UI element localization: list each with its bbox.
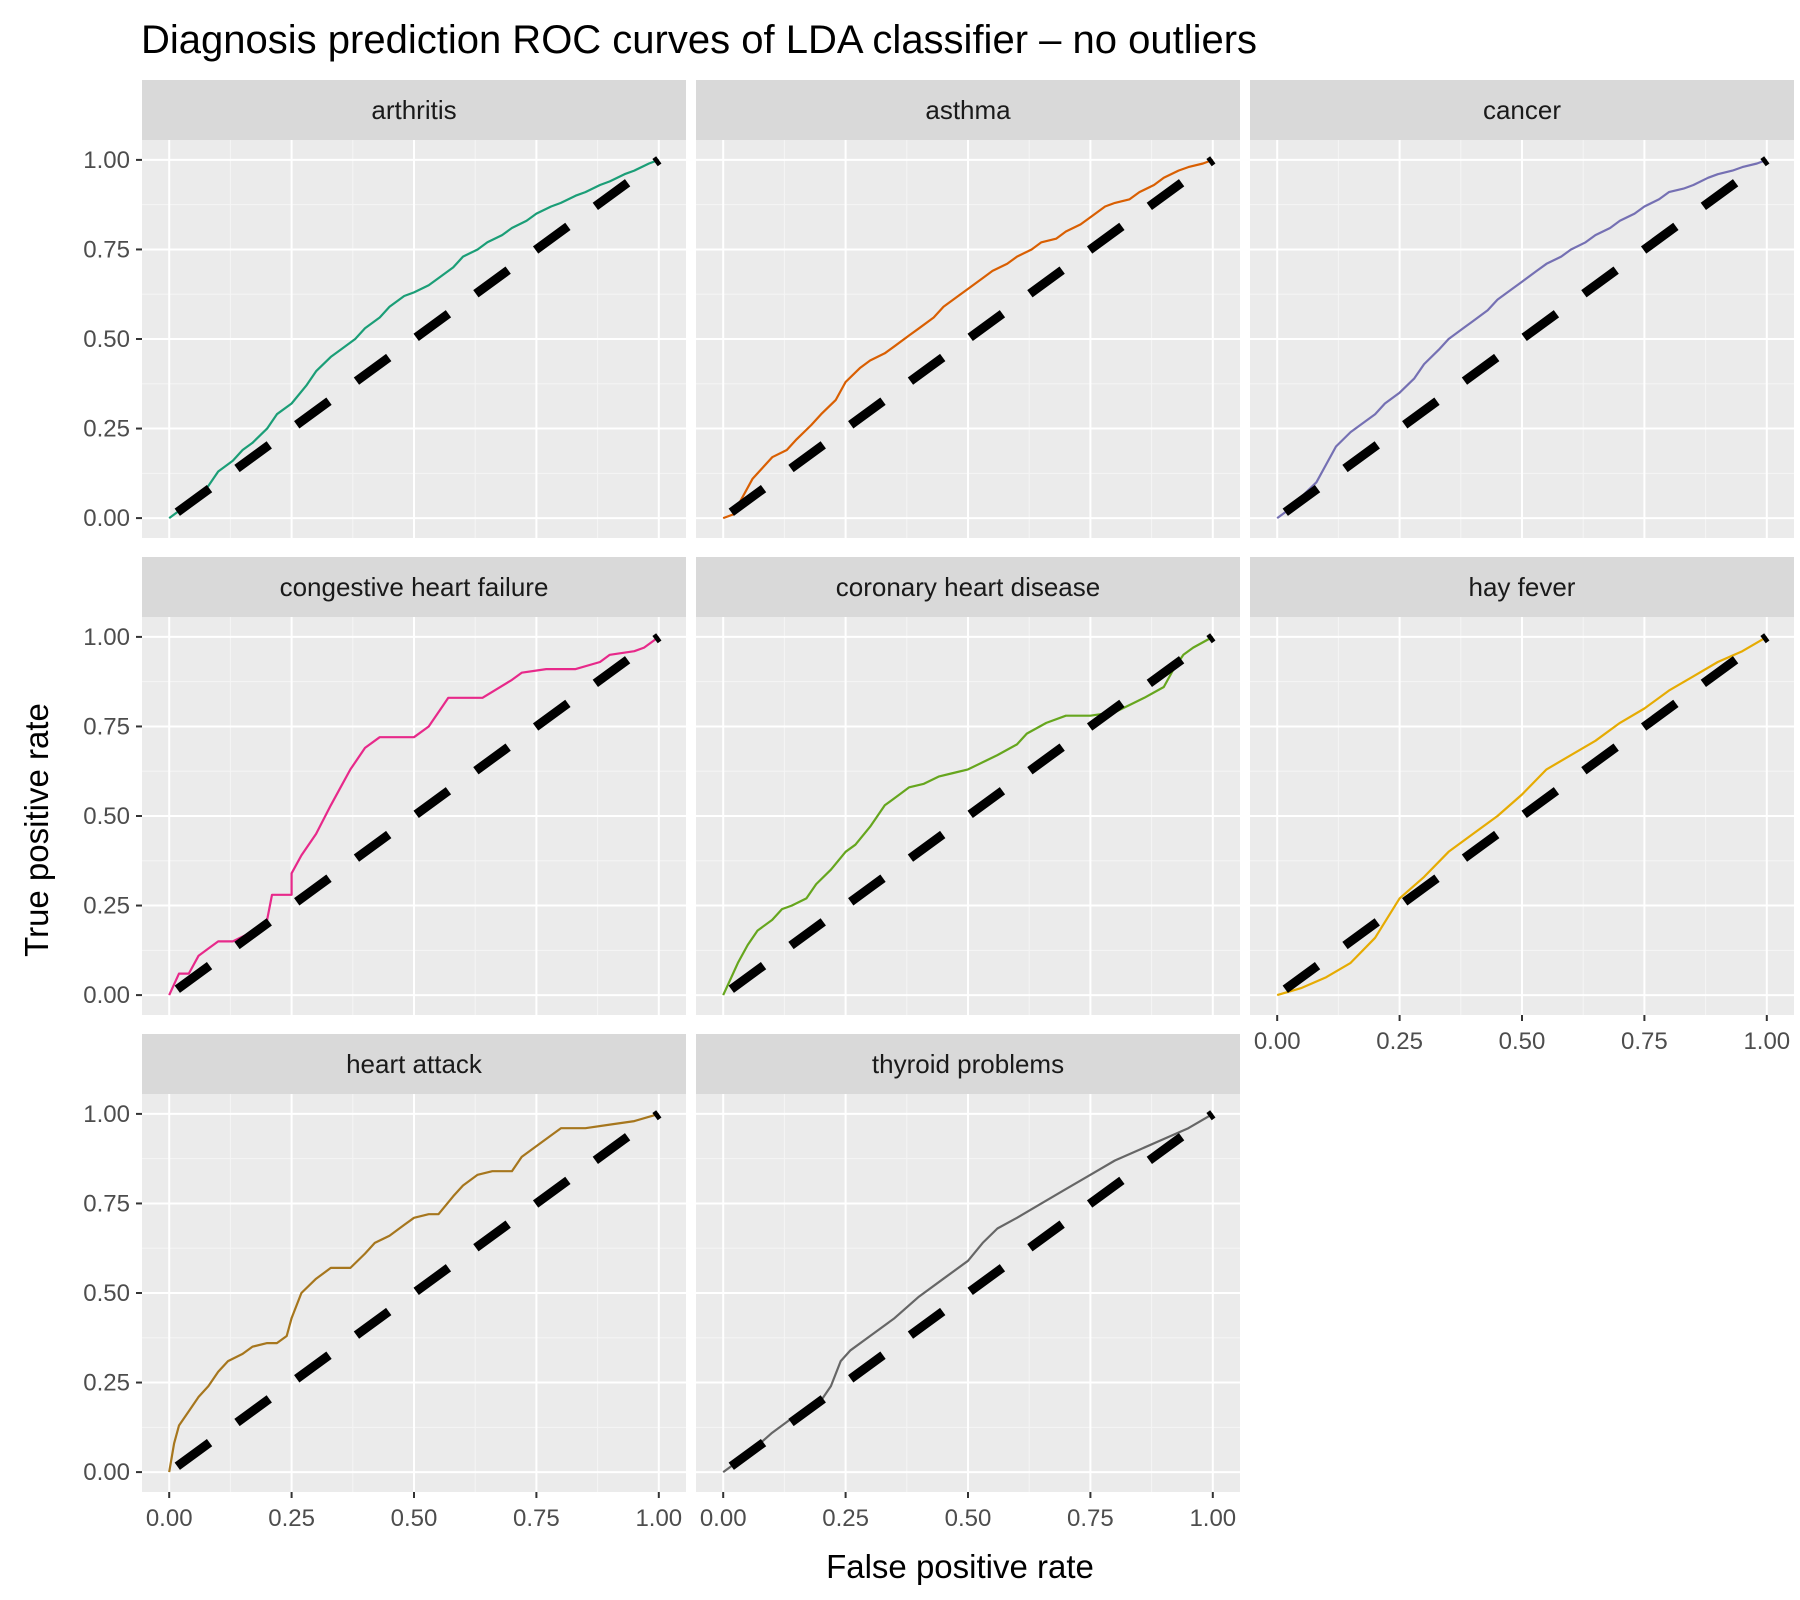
panel-thyroid-problems: thyroid problems 0.00 0.25 0.50 0.75 1.00 <box>696 1034 1240 1532</box>
strip-asthma <box>696 80 1240 140</box>
y-tick-label: 0.00 <box>83 1459 130 1486</box>
x-tick-label: 0.00 <box>700 1505 747 1532</box>
y-tick-label: 0.75 <box>83 713 130 740</box>
panel-coronary-heart-disease: coronary heart disease <box>696 557 1240 1015</box>
y-tick-label: 0.50 <box>83 803 130 830</box>
y-tick-label: 0.50 <box>83 326 130 353</box>
strip-arthritis <box>142 80 686 140</box>
strip-heart-attack <box>142 1034 686 1094</box>
y-tick-label: 0.75 <box>83 1190 130 1217</box>
y-tick-label: 0.00 <box>83 982 130 1009</box>
x-tick-label: 0.00 <box>1254 1028 1301 1055</box>
diagonal-reference-line <box>1274 156 1770 522</box>
x-tick-label: 1.00 <box>1743 1028 1790 1055</box>
diagonal-reference-line <box>720 1110 1216 1476</box>
x-tick-label: 0.50 <box>945 1505 992 1532</box>
roc-curve-heart-attack <box>168 1112 660 1473</box>
roc-curve-cancer <box>1276 158 1768 519</box>
strip-congestive-heart-failure <box>142 557 686 617</box>
y-tick-label: 0.00 <box>83 505 130 532</box>
x-tick-label: 1.00 <box>635 1505 682 1532</box>
strip-label: asthma <box>925 95 1011 125</box>
diagonal-reference-line <box>720 156 1216 522</box>
diagonal-reference-line <box>1274 633 1770 999</box>
x-tick-label: 0.25 <box>1376 1028 1423 1055</box>
diagonal-reference-line <box>720 633 1216 999</box>
panel-hay-fever: hay fever 0.00 0.25 0.50 0.75 1.00 <box>1250 557 1794 1055</box>
strip-label: heart attack <box>346 1049 483 1079</box>
x-tick-label: 0.00 <box>146 1505 193 1532</box>
strip-coronary-heart-disease <box>696 557 1240 617</box>
strip-label: cancer <box>1483 95 1561 125</box>
roc-curve-coronary-heart-disease <box>722 635 1214 996</box>
x-tick-label: 0.25 <box>268 1505 315 1532</box>
y-tick-label: 1.00 <box>83 147 130 174</box>
strip-cancer <box>1250 80 1794 140</box>
strip-label: coronary heart disease <box>836 572 1100 602</box>
roc-curve-congestive-heart-failure <box>168 636 660 996</box>
chart-title: Diagnosis prediction ROC curves of LDA c… <box>141 18 1257 62</box>
diagonal-reference-line <box>166 633 662 999</box>
strip-thyroid-problems <box>696 1034 1240 1094</box>
panel-cancer: cancer <box>1250 80 1794 538</box>
x-tick-label: 0.50 <box>1499 1028 1546 1055</box>
diagonal-reference-line <box>166 156 662 522</box>
y-axis-title: True positive rate <box>18 703 55 957</box>
strip-label: thyroid problems <box>872 1049 1064 1079</box>
strip-label: congestive heart failure <box>280 572 549 602</box>
y-tick-label: 0.25 <box>83 893 130 920</box>
x-tick-label: 0.25 <box>822 1505 869 1532</box>
x-tick-label: 0.75 <box>1067 1505 1114 1532</box>
y-tick-label: 0.50 <box>83 1280 130 1307</box>
x-tick-label: 1.00 <box>1189 1505 1236 1532</box>
roc-curve-asthma <box>722 158 1214 520</box>
y-tick-label: 0.25 <box>83 1370 130 1397</box>
facet-panels: arthritis 0.00 0.25 0.50 0.75 1.00 asthma cance… <box>83 80 1794 1532</box>
strip-label: hay fever <box>1469 572 1576 602</box>
roc-curve-arthritis <box>168 158 660 519</box>
diagonal-reference-line <box>166 1110 662 1476</box>
panel-asthma: asthma <box>696 80 1240 538</box>
panel-arthritis: arthritis 0.00 0.25 0.50 0.75 1.00 <box>83 80 686 538</box>
x-tick-label: 0.75 <box>513 1505 560 1532</box>
panel-congestive-heart-failure: congestive heart failure 0.00 0.25 0.50 0.75… <box>83 557 686 1015</box>
x-tick-label: 0.75 <box>1621 1028 1668 1055</box>
panel-heart-attack: heart attack 0.00 0.25 0.50 0.75 1.00 0.00 0.25… <box>83 1034 686 1532</box>
roc-curve-hay-fever <box>1276 635 1768 997</box>
y-tick-label: 0.25 <box>83 416 130 443</box>
strip-hay-fever <box>1250 557 1794 617</box>
strip-label: arthritis <box>371 95 456 125</box>
y-tick-label: 1.00 <box>83 1101 130 1128</box>
x-tick-label: 0.50 <box>391 1505 438 1532</box>
y-tick-label: 0.75 <box>83 236 130 263</box>
x-axis-title: False positive rate <box>826 1548 1094 1585</box>
y-tick-label: 1.00 <box>83 624 130 651</box>
